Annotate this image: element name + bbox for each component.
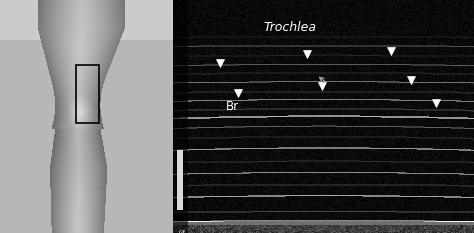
Bar bbox=[76, 65, 99, 123]
Text: Br: Br bbox=[226, 99, 239, 113]
Text: Gf: Gf bbox=[179, 230, 187, 233]
Text: Trochlea: Trochlea bbox=[264, 21, 316, 34]
